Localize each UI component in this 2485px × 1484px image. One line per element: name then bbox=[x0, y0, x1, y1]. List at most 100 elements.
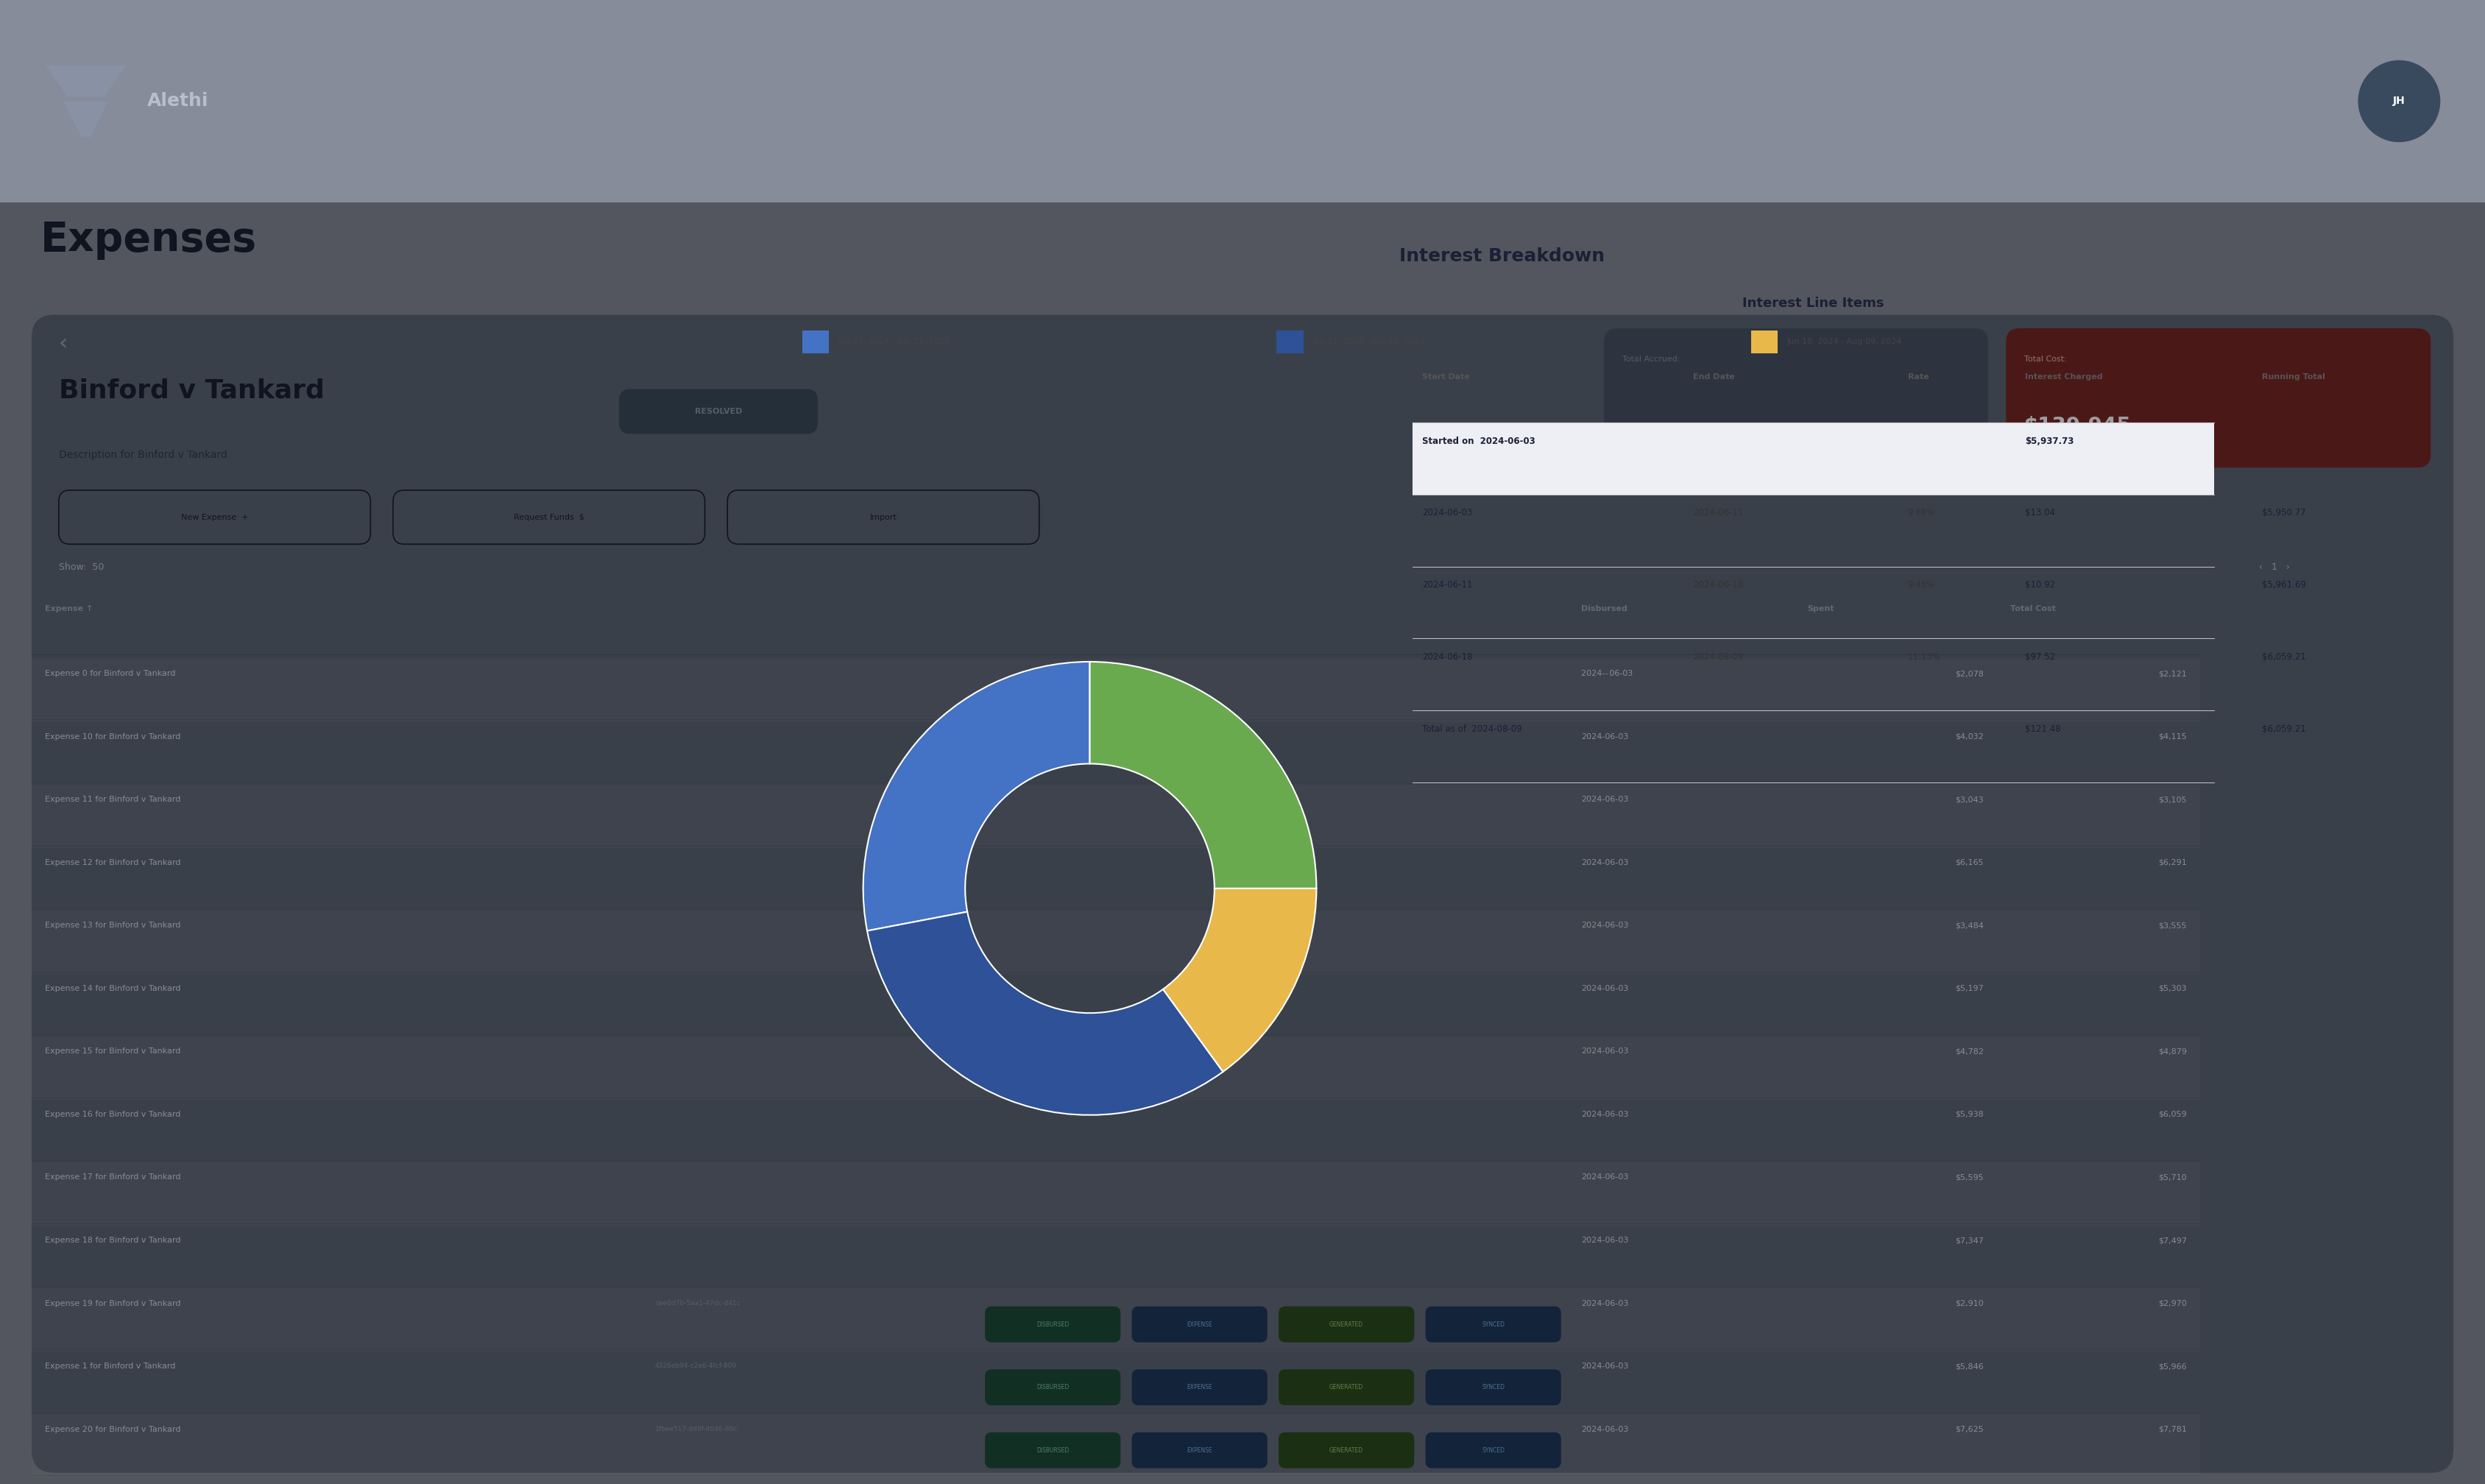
Text: 2024-06-03: 2024-06-03 bbox=[1580, 1048, 1628, 1055]
FancyBboxPatch shape bbox=[2005, 328, 2430, 467]
Text: Show:  50: Show: 50 bbox=[60, 562, 104, 571]
Text: ‹   1   ›: ‹ 1 › bbox=[2259, 562, 2289, 571]
Text: Expense 19 for Binford v Tankard: Expense 19 for Binford v Tankard bbox=[45, 1300, 181, 1307]
Text: Total Cost:: Total Cost: bbox=[2025, 355, 2068, 362]
Text: Expense 11 for Binford v Tankard: Expense 11 for Binford v Tankard bbox=[45, 795, 181, 803]
Text: $13.04: $13.04 bbox=[2025, 508, 2055, 518]
Text: 2024-06-03: 2024-06-03 bbox=[1580, 1236, 1628, 1244]
Text: Expense 13 for Binford v Tankard: Expense 13 for Binford v Tankard bbox=[45, 922, 181, 929]
Text: Expense 1 for Binford v Tankard: Expense 1 for Binford v Tankard bbox=[45, 1362, 176, 1370]
FancyBboxPatch shape bbox=[1131, 1370, 1267, 1405]
Text: 2024-06-11: 2024-06-11 bbox=[1692, 508, 1744, 518]
Text: EXPENSE: EXPENSE bbox=[1188, 1385, 1213, 1391]
Text: 2024-06-03: 2024-06-03 bbox=[1580, 733, 1628, 741]
Text: $7,497: $7,497 bbox=[2157, 1236, 2187, 1244]
Text: 2024-06-03: 2024-06-03 bbox=[1580, 922, 1628, 929]
Text: $7,781: $7,781 bbox=[2157, 1426, 2187, 1434]
Bar bbox=[1752, 331, 1777, 353]
Text: $5,966: $5,966 bbox=[2159, 1362, 2187, 1370]
Polygon shape bbox=[45, 65, 127, 96]
Text: EXPENSE: EXPENSE bbox=[1188, 1321, 1213, 1328]
Text: JH: JH bbox=[2393, 96, 2405, 107]
Text: $5,961.69: $5,961.69 bbox=[2261, 580, 2306, 589]
Text: DISBURSED: DISBURSED bbox=[1036, 1321, 1069, 1328]
Text: Jun 11, 2024 - Jun 18, 2024: Jun 11, 2024 - Jun 18, 2024 bbox=[1312, 338, 1424, 346]
FancyBboxPatch shape bbox=[1426, 1306, 1561, 1343]
Text: Expense 18 for Binford v Tankard: Expense 18 for Binford v Tankard bbox=[45, 1236, 181, 1244]
Text: 2024-⁠- 06-03: 2024-⁠- 06-03 bbox=[1580, 671, 1633, 677]
Text: 2024-06-03: 2024-06-03 bbox=[1580, 1300, 1628, 1307]
Text: Description for Binford v Tankard: Description for Binford v Tankard bbox=[60, 450, 226, 460]
Text: $2,970: $2,970 bbox=[2157, 1300, 2187, 1307]
Text: 11.13%: 11.13% bbox=[1908, 651, 1941, 662]
Text: $7,347: $7,347 bbox=[1956, 1236, 1983, 1244]
Text: $6,059: $6,059 bbox=[2159, 1110, 2187, 1117]
Wedge shape bbox=[862, 662, 1091, 930]
Text: $4,782: $4,782 bbox=[1956, 1048, 1983, 1055]
Text: $4,879: $4,879 bbox=[2157, 1048, 2187, 1055]
Text: New Expense  +: New Expense + bbox=[181, 513, 248, 521]
Text: Disbursed: Disbursed bbox=[1580, 605, 1628, 613]
Text: $2,910: $2,910 bbox=[1956, 1300, 1983, 1307]
Polygon shape bbox=[62, 101, 109, 137]
Text: Total Cost: Total Cost bbox=[2010, 605, 2055, 613]
Text: DISBURSED: DISBURSED bbox=[1036, 1447, 1069, 1454]
Text: 9.88%: 9.88% bbox=[1908, 508, 1936, 518]
Wedge shape bbox=[1091, 662, 1317, 889]
FancyBboxPatch shape bbox=[0, 202, 2485, 1484]
Text: 2024-06-03: 2024-06-03 bbox=[1421, 508, 1471, 518]
Text: SYNCED: SYNCED bbox=[1481, 1385, 1506, 1391]
Text: Jun 18, 2024 - Aug 09, 2024: Jun 18, 2024 - Aug 09, 2024 bbox=[1787, 338, 1901, 346]
Text: DISBURSED: DISBURSED bbox=[1036, 1385, 1069, 1391]
FancyBboxPatch shape bbox=[1131, 1432, 1267, 1468]
Text: Jun 03, 2024 - Jun 11, 2024: Jun 03, 2024 - Jun 11, 2024 bbox=[837, 338, 949, 346]
Text: $3,043: $3,043 bbox=[1956, 795, 1983, 803]
Text: $6,059.21: $6,059.21 bbox=[2261, 724, 2306, 733]
Text: Expense 20 for Binford v Tankard: Expense 20 for Binford v Tankard bbox=[45, 1426, 181, 1434]
Text: $6,059.21: $6,059.21 bbox=[2261, 651, 2306, 662]
Text: $3,105: $3,105 bbox=[2159, 795, 2187, 803]
Wedge shape bbox=[867, 911, 1223, 1114]
Text: 2024-06-03: 2024-06-03 bbox=[1580, 1426, 1628, 1434]
Text: Import: Import bbox=[870, 513, 897, 521]
Text: $5,595: $5,595 bbox=[1956, 1174, 1983, 1181]
FancyBboxPatch shape bbox=[1426, 1432, 1561, 1468]
FancyBboxPatch shape bbox=[1414, 423, 2214, 494]
Text: 2024-06-03: 2024-06-03 bbox=[1580, 1362, 1628, 1370]
Bar bbox=[1277, 331, 1305, 353]
Text: 2024-06-03: 2024-06-03 bbox=[1580, 985, 1628, 993]
Text: $2,121: $2,121 bbox=[2159, 671, 2187, 677]
Text: 4326eb94-c2e6-4fcf-809: 4326eb94-c2e6-4fcf-809 bbox=[656, 1362, 738, 1370]
Text: Spent: Spent bbox=[1807, 605, 1834, 613]
FancyBboxPatch shape bbox=[32, 315, 2453, 1472]
Text: $3,555: $3,555 bbox=[2159, 922, 2187, 929]
Text: Interest Line Items: Interest Line Items bbox=[1742, 297, 1884, 310]
Text: SYNCED: SYNCED bbox=[1481, 1447, 1506, 1454]
Text: $5,937.73: $5,937.73 bbox=[2025, 436, 2075, 445]
FancyBboxPatch shape bbox=[1280, 1306, 1414, 1343]
FancyBboxPatch shape bbox=[1131, 1306, 1267, 1343]
Text: $5,303: $5,303 bbox=[2159, 985, 2187, 993]
Text: $7,625: $7,625 bbox=[1956, 1426, 1983, 1434]
Text: $3,484: $3,484 bbox=[1956, 922, 1983, 929]
Circle shape bbox=[2358, 61, 2440, 141]
FancyBboxPatch shape bbox=[1280, 1370, 1414, 1405]
FancyBboxPatch shape bbox=[984, 1306, 1121, 1343]
Text: $6,291: $6,291 bbox=[2159, 859, 2187, 867]
Text: Expense 0 for Binford v Tankard: Expense 0 for Binford v Tankard bbox=[45, 671, 176, 677]
FancyBboxPatch shape bbox=[619, 389, 818, 433]
Text: Expense 16 for Binford v Tankard: Expense 16 for Binford v Tankard bbox=[45, 1110, 181, 1117]
Text: Request Funds  $: Request Funds $ bbox=[514, 513, 584, 521]
Text: Expense 17 for Binford v Tankard: Expense 17 for Binford v Tankard bbox=[45, 1174, 181, 1181]
Text: Expense 15 for Binford v Tankard: Expense 15 for Binford v Tankard bbox=[45, 1048, 181, 1055]
Text: 2024-06-11: 2024-06-11 bbox=[1421, 580, 1471, 589]
Text: 1fbee517-dd9f-4646-89c: 1fbee517-dd9f-4646-89c bbox=[656, 1426, 738, 1432]
Text: $4,115: $4,115 bbox=[2159, 733, 2187, 741]
Text: GENERATED: GENERATED bbox=[1329, 1447, 1364, 1454]
Text: 2024-06-18: 2024-06-18 bbox=[1692, 580, 1744, 589]
Text: RESOLVED: RESOLVED bbox=[696, 408, 743, 416]
FancyBboxPatch shape bbox=[984, 1370, 1121, 1405]
Text: Rate: Rate bbox=[1908, 374, 1928, 380]
Text: 2024-06-18: 2024-06-18 bbox=[1421, 651, 1471, 662]
Text: ‹: ‹ bbox=[60, 332, 67, 355]
